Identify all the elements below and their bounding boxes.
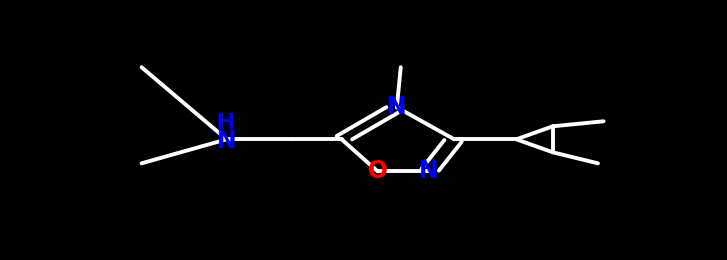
Text: O: O xyxy=(368,159,387,183)
Text: N: N xyxy=(217,129,236,153)
Text: N: N xyxy=(419,159,439,183)
Text: N: N xyxy=(387,95,406,119)
Text: H: H xyxy=(217,113,236,133)
